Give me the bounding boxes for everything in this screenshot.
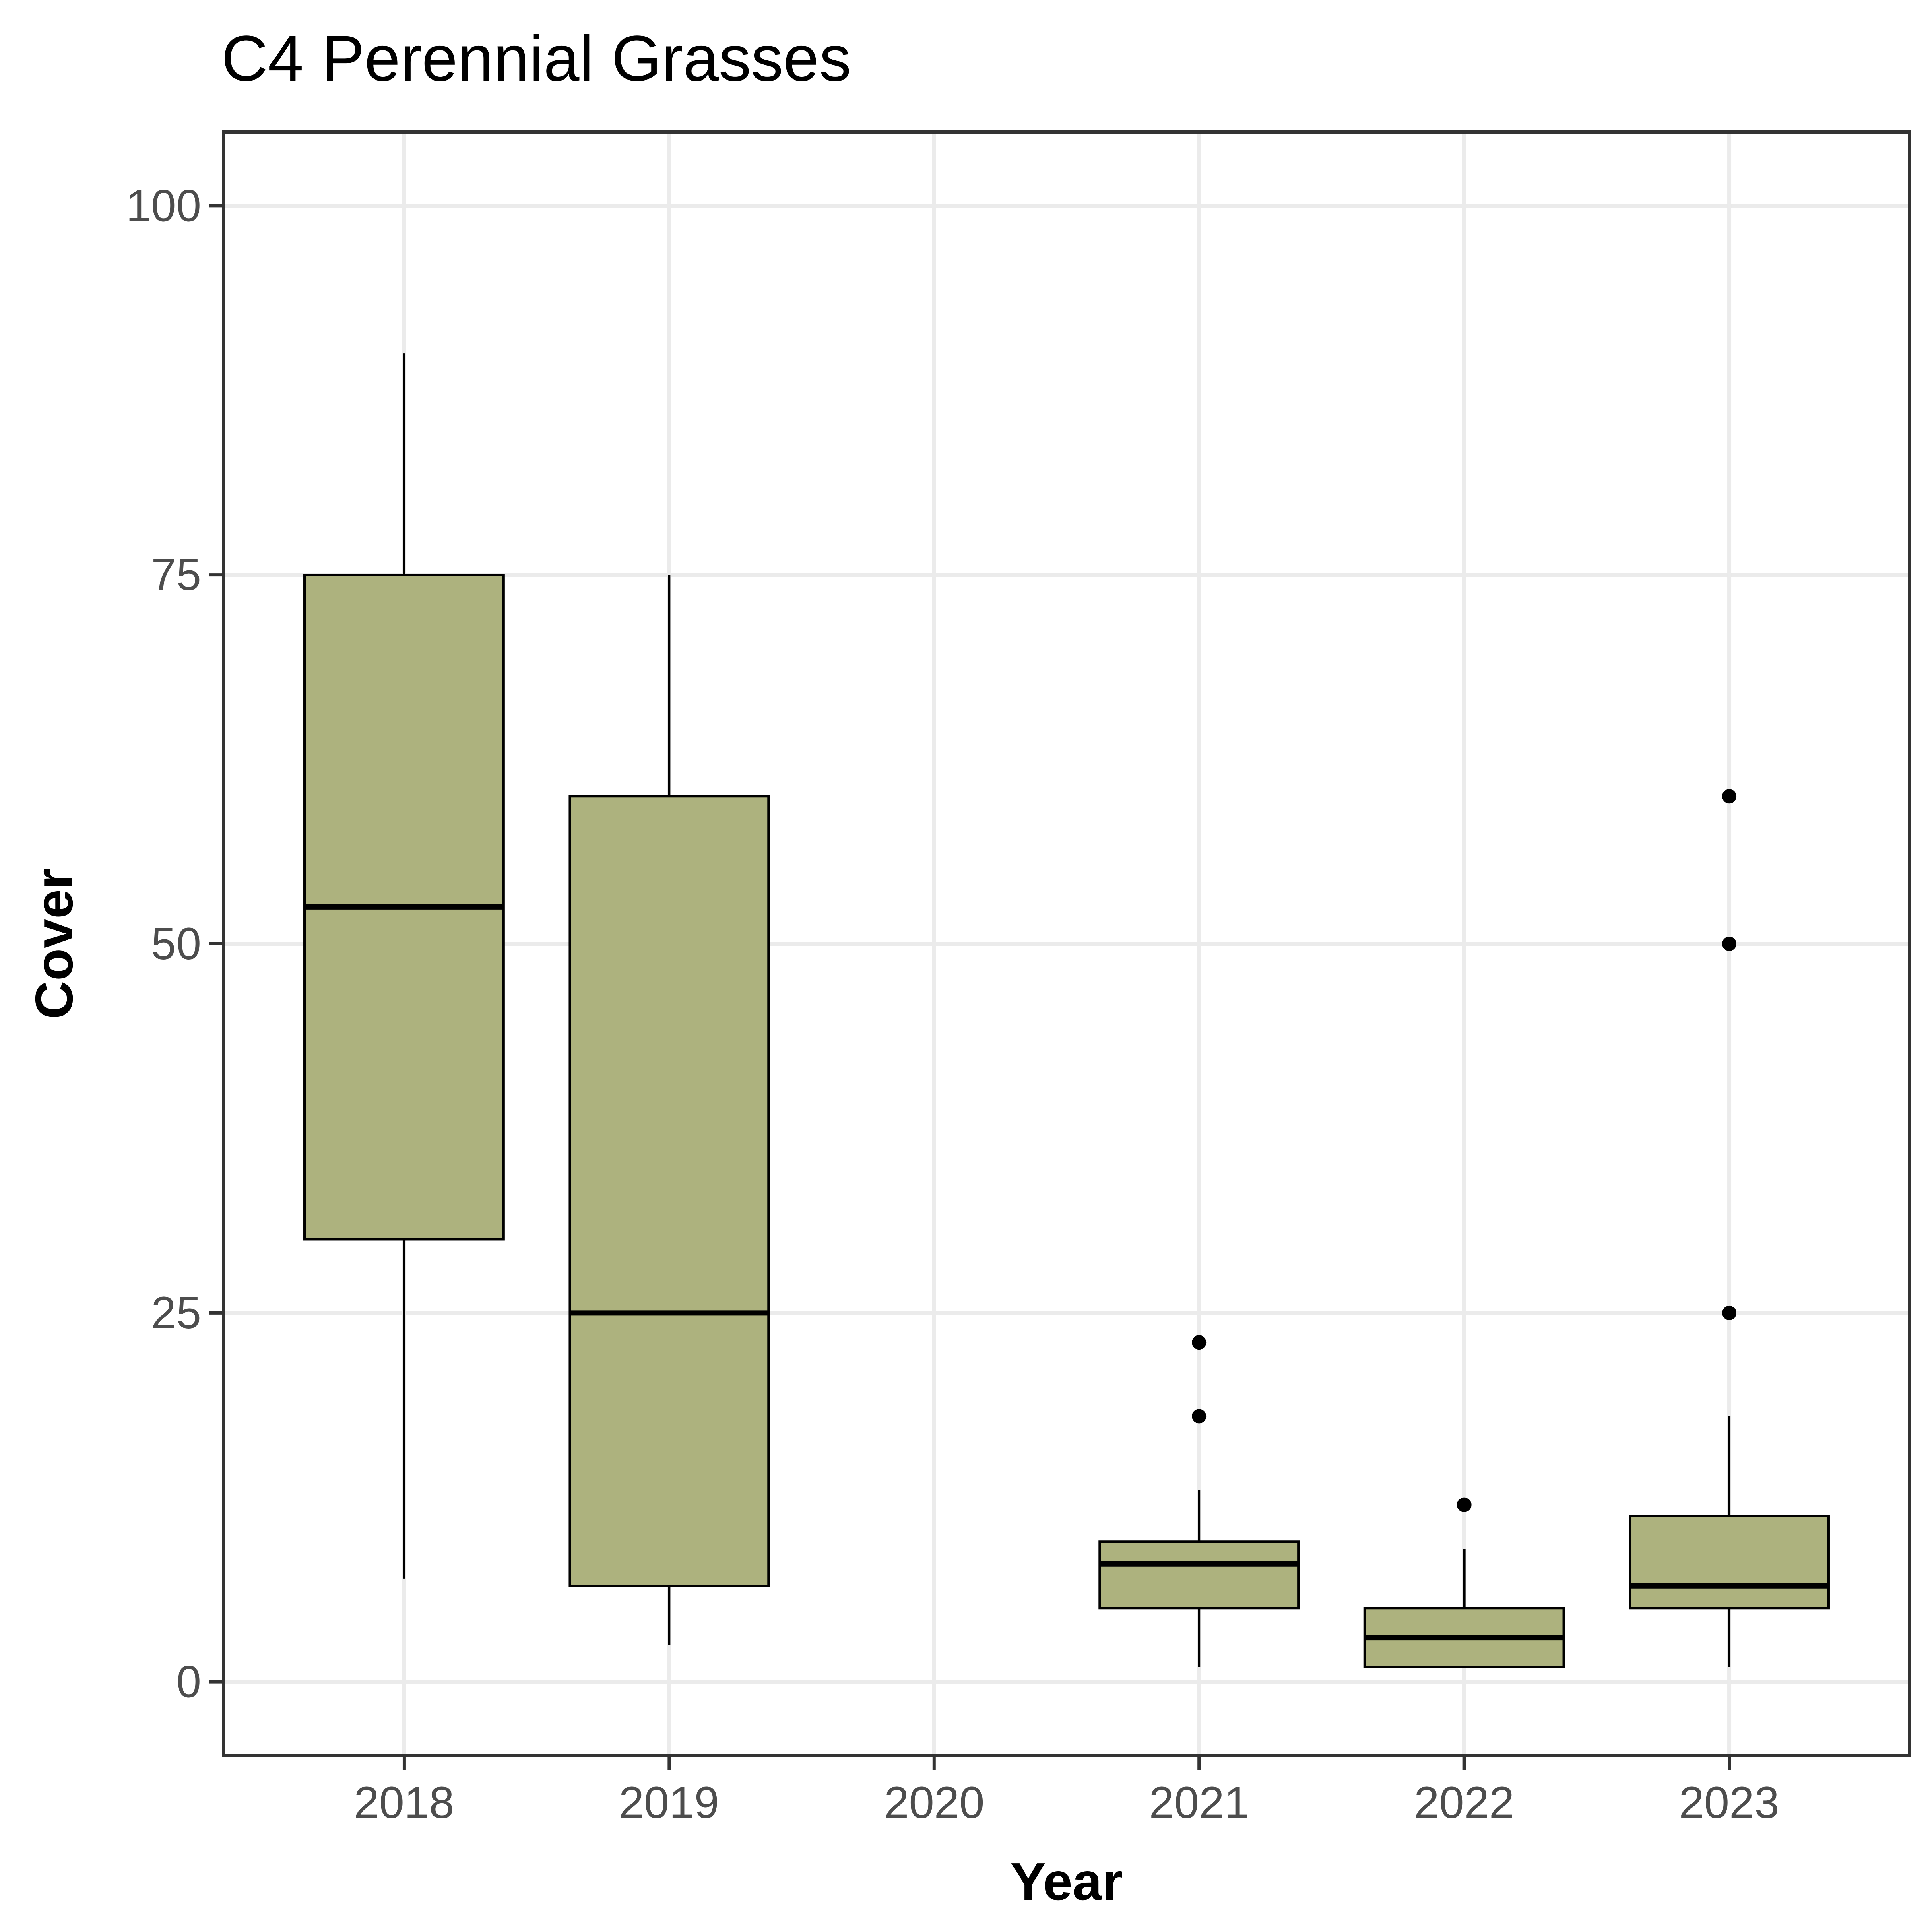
box-iqr <box>1098 1540 1300 1610</box>
box-2021 <box>1098 1335 1300 1667</box>
x-tick-label: 2019 <box>619 1777 719 1828</box>
outlier-point <box>1192 1335 1207 1350</box>
chart-title: C4 Perennial Grasses <box>221 22 851 94</box>
x-tick-label: 2021 <box>1149 1777 1249 1828</box>
y-tick-label: 25 <box>151 1288 201 1338</box>
x-tick-label: 2018 <box>354 1777 454 1828</box>
x-tick-label: 2022 <box>1414 1777 1514 1828</box>
box-2018 <box>303 353 505 1579</box>
outlier-point <box>1192 1409 1207 1424</box>
axis-layer: 0 25 50 75 100 2018 2019 2020 2021 2022 2023 <box>126 180 1779 1828</box>
box-2019 <box>568 575 770 1645</box>
box-iqr <box>1629 1515 1830 1610</box>
box-iqr <box>568 795 770 1587</box>
box-2022 <box>1363 1497 1565 1668</box>
x-tick-label: 2020 <box>884 1777 984 1828</box>
outlier-point <box>1457 1497 1472 1512</box>
outlier-point <box>1722 1305 1737 1320</box>
outlier-point <box>1722 937 1737 951</box>
y-tick-label: 75 <box>151 549 201 600</box>
y-tick-label: 0 <box>176 1657 201 1707</box>
x-axis-title: Year <box>1011 1852 1123 1911</box>
y-tick-label: 50 <box>151 919 201 969</box>
box-layer <box>303 353 1830 1668</box>
x-tick-label: 2023 <box>1679 1777 1779 1828</box>
outlier-point <box>1722 789 1737 804</box>
box-2023 <box>1629 789 1830 1667</box>
y-tick-label: 100 <box>126 180 201 231</box>
y-axis-title: Cover <box>25 869 84 1019</box>
